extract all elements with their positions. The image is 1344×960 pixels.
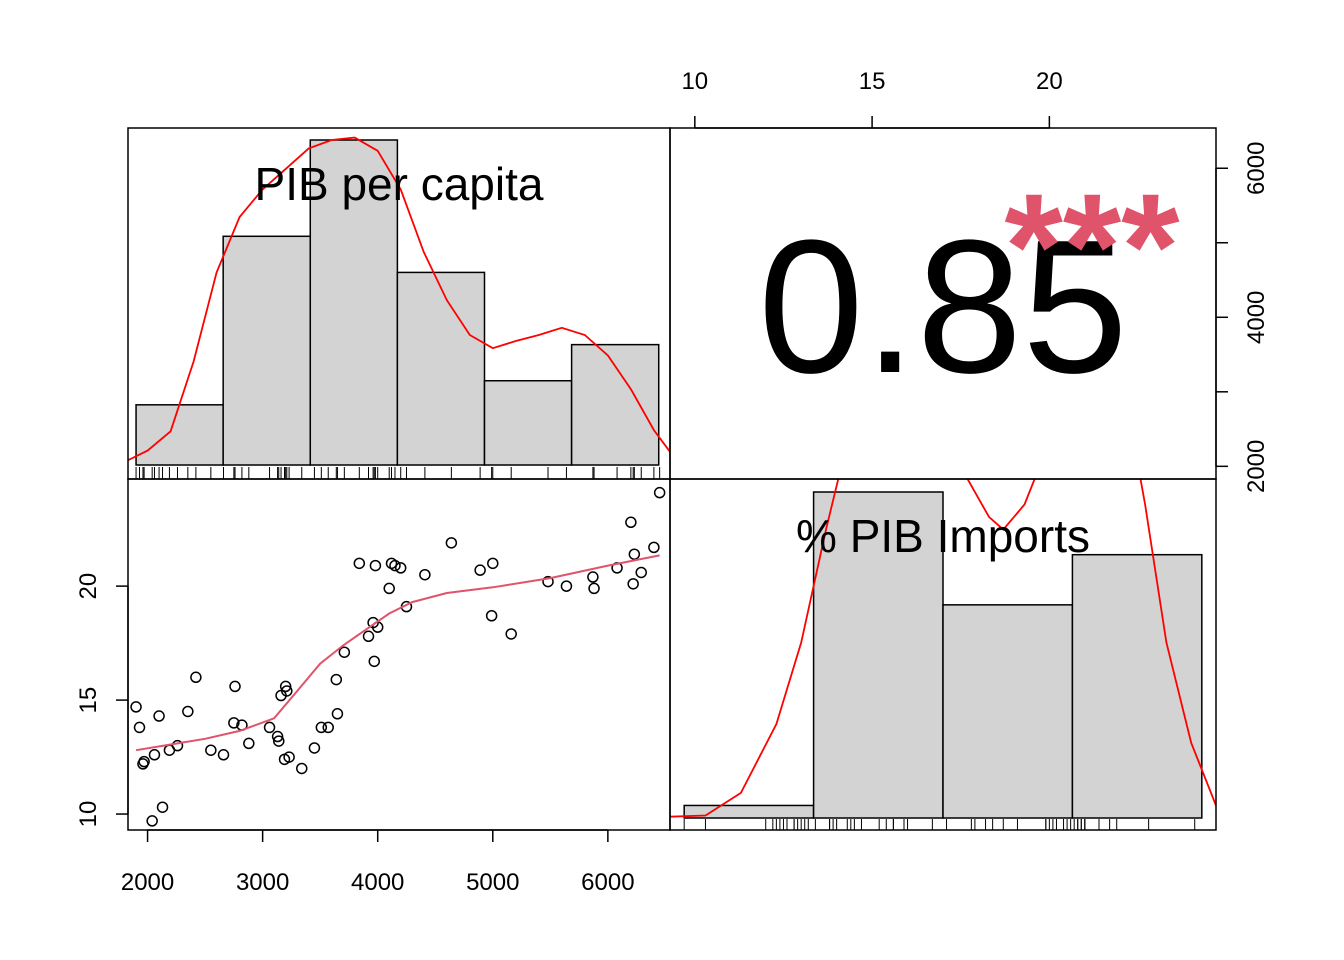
imports-histogram-bar bbox=[812, 491, 944, 819]
x-bottom-tick-label: 6000 bbox=[581, 869, 634, 896]
scatter-point bbox=[560, 580, 573, 592]
scatter-point bbox=[283, 751, 295, 763]
x-bottom-tick-label: 3000 bbox=[236, 869, 289, 896]
scatter-point bbox=[228, 717, 240, 729]
scatter-point bbox=[542, 575, 554, 588]
scatter-point bbox=[588, 582, 600, 595]
pib-variable-label: PIB per capita bbox=[255, 158, 544, 210]
panel-pib-histogram: PIB per capita bbox=[128, 136, 670, 479]
scatter-point bbox=[394, 562, 407, 574]
scatter-point bbox=[362, 630, 375, 643]
scatter-point bbox=[383, 582, 395, 595]
y-left-tick-label: 10 bbox=[75, 801, 102, 828]
x-bottom-tick-label: 4000 bbox=[351, 869, 404, 896]
scatter-point bbox=[205, 744, 217, 756]
scatter-point bbox=[474, 564, 486, 576]
x-top-tick-label: 15 bbox=[859, 68, 886, 95]
scatter-point bbox=[625, 516, 637, 529]
scatter-point bbox=[369, 559, 382, 572]
scatter-point bbox=[281, 685, 293, 697]
scatter-point bbox=[331, 708, 344, 720]
scatter-point bbox=[130, 701, 142, 713]
smooth-line bbox=[135, 554, 660, 752]
scatter-point bbox=[272, 735, 285, 747]
y-left-tick-label: 20 bbox=[75, 573, 102, 600]
scatter-point bbox=[653, 486, 666, 499]
scatter-point bbox=[487, 557, 499, 570]
scatter-point bbox=[146, 815, 158, 827]
pib-histogram-bar bbox=[570, 343, 660, 466]
pib-histogram-bar bbox=[483, 379, 573, 466]
scatter-point bbox=[153, 710, 165, 722]
scatter-point bbox=[138, 755, 150, 768]
panel-imports-histogram: % PIB Imports bbox=[670, 479, 1216, 830]
scatter-point bbox=[627, 578, 639, 590]
imports-histogram-bar bbox=[942, 604, 1074, 819]
panel-scatter bbox=[130, 486, 666, 827]
scatter-point bbox=[243, 737, 255, 750]
scatter-point bbox=[133, 721, 146, 734]
scatter-point bbox=[485, 610, 498, 622]
x-bottom-tick-label: 5000 bbox=[466, 869, 519, 896]
scatter-point bbox=[263, 721, 276, 734]
y-right-tick-label: 2000 bbox=[1243, 440, 1270, 493]
panel-correlation: 0.85 *** bbox=[758, 162, 1180, 413]
scatter-point bbox=[587, 571, 599, 583]
panel-border bbox=[127, 478, 671, 831]
pib-histogram-bar bbox=[396, 271, 486, 466]
scatter-point bbox=[296, 762, 308, 775]
scatter-point bbox=[338, 646, 351, 658]
x-bottom-tick-label: 2000 bbox=[121, 869, 174, 896]
pib-histogram-bar bbox=[222, 235, 312, 466]
scatter-point bbox=[190, 671, 202, 684]
y-right-tick-label: 4000 bbox=[1243, 291, 1270, 344]
scatter-point bbox=[156, 801, 169, 813]
scatter-point bbox=[171, 739, 184, 752]
scatter-point bbox=[635, 566, 647, 579]
scatter-point bbox=[445, 537, 458, 549]
scatter-point bbox=[330, 673, 343, 686]
scatter-point bbox=[368, 655, 381, 668]
scatter-point bbox=[279, 680, 292, 693]
panel-border bbox=[669, 478, 1217, 831]
scatter-point bbox=[628, 548, 641, 560]
scatter-point bbox=[389, 559, 401, 572]
pib-histogram-bar bbox=[135, 404, 224, 466]
y-left-tick-label: 15 bbox=[75, 687, 102, 714]
scatter-point bbox=[505, 628, 517, 640]
scatter-point bbox=[308, 742, 321, 754]
scatter-point bbox=[385, 557, 398, 570]
correlation-stars: *** bbox=[1004, 162, 1180, 330]
x-top-tick-label: 10 bbox=[681, 68, 708, 95]
pib-density-curve bbox=[128, 136, 670, 462]
scatter-point bbox=[322, 721, 334, 734]
correlation-value: 0.85 bbox=[758, 201, 1128, 413]
scatter-point bbox=[648, 541, 660, 554]
scatter-point bbox=[353, 557, 366, 570]
scatter-point bbox=[315, 721, 328, 734]
imports-histogram-bar bbox=[1071, 553, 1203, 819]
scatter-point bbox=[419, 568, 431, 581]
scatter-point bbox=[148, 749, 161, 761]
scatter-point bbox=[271, 730, 284, 743]
scatter-point bbox=[229, 680, 241, 693]
scatter-point bbox=[182, 705, 194, 718]
x-top-tick-label: 20 bbox=[1036, 68, 1063, 95]
panel-frames bbox=[127, 127, 1217, 831]
scatter-point bbox=[217, 749, 230, 761]
pib-histogram-bar bbox=[309, 139, 399, 466]
imports-variable-label: % PIB Imports bbox=[796, 510, 1090, 562]
y-right-tick-label: 6000 bbox=[1243, 142, 1270, 195]
